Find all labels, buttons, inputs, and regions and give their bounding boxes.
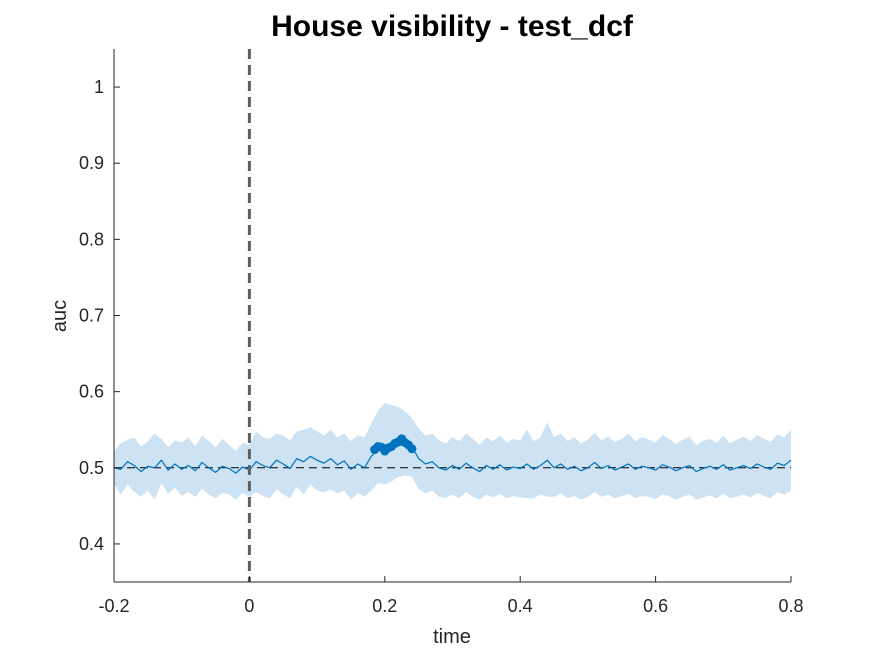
y-tick-label: 0.4 bbox=[79, 534, 104, 554]
x-tick-label: 0 bbox=[244, 596, 254, 616]
auc-mean-line bbox=[113, 440, 792, 474]
y-tick-label: 0.7 bbox=[79, 306, 104, 326]
y-tick-label: 1 bbox=[94, 77, 104, 97]
x-tick-label: 0.6 bbox=[643, 596, 668, 616]
significant-segment bbox=[372, 436, 415, 454]
x-tick-label: 0.2 bbox=[372, 596, 397, 616]
x-tick-label: -0.2 bbox=[98, 596, 129, 616]
y-tick-label: 0.8 bbox=[79, 229, 104, 249]
chart-title: House visibility - test_dcf bbox=[271, 10, 634, 43]
y-tick-label: 0.5 bbox=[79, 458, 104, 478]
x-tick-label: 0.8 bbox=[778, 596, 803, 616]
axes: -0.2 0 0.2 0.4 0.6 0.8 0.4 0.5 0.6 0.7 0.8 0.9 1 bbox=[79, 49, 804, 616]
confidence-band bbox=[114, 403, 791, 500]
x-axis-label: time bbox=[433, 626, 471, 648]
y-tick-label: 0.9 bbox=[79, 153, 104, 173]
y-tick-label: 0.6 bbox=[79, 382, 104, 402]
y-axis-label: auc bbox=[49, 300, 71, 332]
x-tick-label: 0.4 bbox=[508, 596, 533, 616]
plot-area bbox=[113, 49, 792, 582]
